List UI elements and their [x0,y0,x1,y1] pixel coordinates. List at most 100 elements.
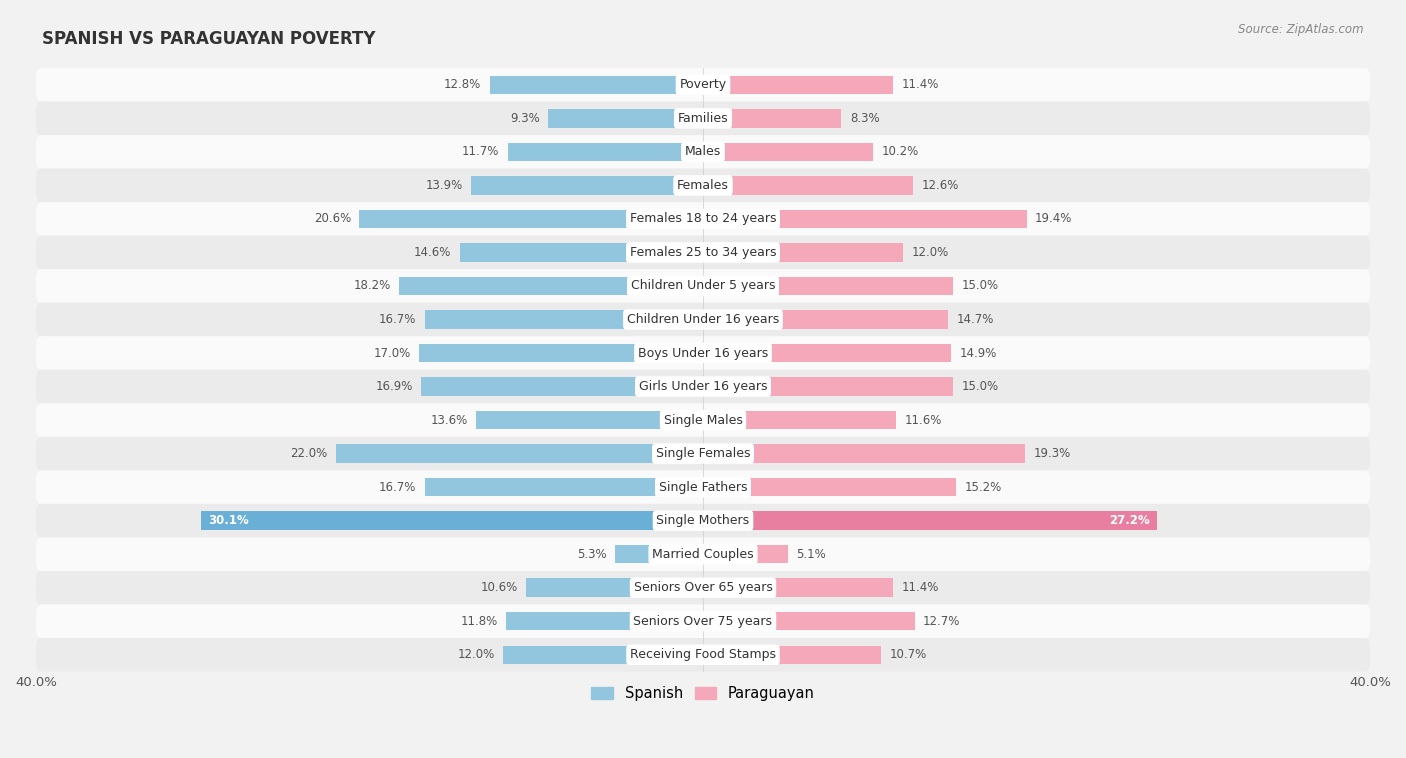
Text: Children Under 16 years: Children Under 16 years [627,313,779,326]
Text: 14.9%: 14.9% [960,346,997,359]
Text: 16.7%: 16.7% [378,481,416,493]
Text: Poverty: Poverty [679,78,727,91]
Legend: Spanish, Paraguayan: Spanish, Paraguayan [585,680,821,706]
Bar [489,76,703,94]
Text: 10.2%: 10.2% [882,146,918,158]
Text: Single Mothers: Single Mothers [657,514,749,527]
Bar [703,578,893,597]
Text: 16.7%: 16.7% [378,313,416,326]
Bar [503,646,703,664]
Text: 10.6%: 10.6% [481,581,517,594]
Bar [703,411,897,429]
Text: 10.7%: 10.7% [890,648,927,661]
Text: Single Males: Single Males [664,414,742,427]
FancyBboxPatch shape [37,571,1369,604]
Bar [703,646,882,664]
Text: Single Fathers: Single Fathers [659,481,747,493]
FancyBboxPatch shape [37,403,1369,437]
Text: 5.1%: 5.1% [796,548,827,561]
Text: 15.0%: 15.0% [962,380,998,393]
Bar [360,210,703,228]
Text: 11.6%: 11.6% [905,414,942,427]
Bar [703,109,841,127]
Text: Single Females: Single Females [655,447,751,460]
FancyBboxPatch shape [37,269,1369,302]
Bar [425,310,703,329]
FancyBboxPatch shape [37,370,1369,403]
Text: 12.0%: 12.0% [911,246,949,259]
Bar [703,243,903,262]
Bar [703,344,952,362]
Text: 12.0%: 12.0% [457,648,495,661]
FancyBboxPatch shape [37,437,1369,471]
FancyBboxPatch shape [37,604,1369,638]
Bar [425,478,703,496]
Bar [201,512,703,530]
Text: 11.4%: 11.4% [901,78,939,91]
Text: 12.6%: 12.6% [921,179,959,192]
Text: Families: Families [678,112,728,125]
FancyBboxPatch shape [37,102,1369,135]
FancyBboxPatch shape [37,236,1369,269]
Text: Females: Females [678,179,728,192]
Text: 11.8%: 11.8% [461,615,498,628]
Text: 14.6%: 14.6% [413,246,451,259]
Text: 11.4%: 11.4% [901,581,939,594]
Bar [548,109,703,127]
Text: 22.0%: 22.0% [291,447,328,460]
Text: 16.9%: 16.9% [375,380,413,393]
Text: 12.7%: 12.7% [924,615,960,628]
Text: 14.7%: 14.7% [956,313,994,326]
Bar [703,277,953,295]
Bar [526,578,703,597]
Bar [471,176,703,195]
Text: Seniors Over 75 years: Seniors Over 75 years [634,615,772,628]
FancyBboxPatch shape [37,68,1369,102]
Bar [703,76,893,94]
Text: 13.6%: 13.6% [430,414,468,427]
Bar [336,444,703,463]
Text: Females 25 to 34 years: Females 25 to 34 years [630,246,776,259]
Text: Receiving Food Stamps: Receiving Food Stamps [630,648,776,661]
Text: 30.1%: 30.1% [208,514,249,527]
Text: 18.2%: 18.2% [354,280,391,293]
Bar [703,612,915,631]
Text: 15.0%: 15.0% [962,280,998,293]
FancyBboxPatch shape [37,337,1369,370]
Text: 5.3%: 5.3% [576,548,606,561]
FancyBboxPatch shape [37,537,1369,571]
Bar [419,344,703,362]
FancyBboxPatch shape [37,135,1369,168]
FancyBboxPatch shape [37,638,1369,672]
FancyBboxPatch shape [37,168,1369,202]
Text: 9.3%: 9.3% [510,112,540,125]
Text: Females 18 to 24 years: Females 18 to 24 years [630,212,776,225]
Text: 20.6%: 20.6% [314,212,352,225]
Bar [506,612,703,631]
Text: 19.4%: 19.4% [1035,212,1073,225]
Bar [508,143,703,161]
Bar [703,512,1157,530]
Bar [703,210,1026,228]
Bar [703,444,1025,463]
Bar [422,377,703,396]
Text: 12.8%: 12.8% [444,78,481,91]
Text: 8.3%: 8.3% [849,112,879,125]
Text: Males: Males [685,146,721,158]
Text: Married Couples: Married Couples [652,548,754,561]
FancyBboxPatch shape [37,471,1369,504]
Text: 13.9%: 13.9% [426,179,463,192]
Bar [703,143,873,161]
Text: 19.3%: 19.3% [1033,447,1070,460]
Text: Source: ZipAtlas.com: Source: ZipAtlas.com [1239,23,1364,36]
Text: 27.2%: 27.2% [1109,514,1150,527]
Text: Children Under 5 years: Children Under 5 years [631,280,775,293]
FancyBboxPatch shape [37,302,1369,337]
Bar [614,545,703,563]
Bar [703,478,956,496]
Text: Girls Under 16 years: Girls Under 16 years [638,380,768,393]
FancyBboxPatch shape [37,202,1369,236]
Bar [703,176,912,195]
Bar [477,411,703,429]
Bar [460,243,703,262]
